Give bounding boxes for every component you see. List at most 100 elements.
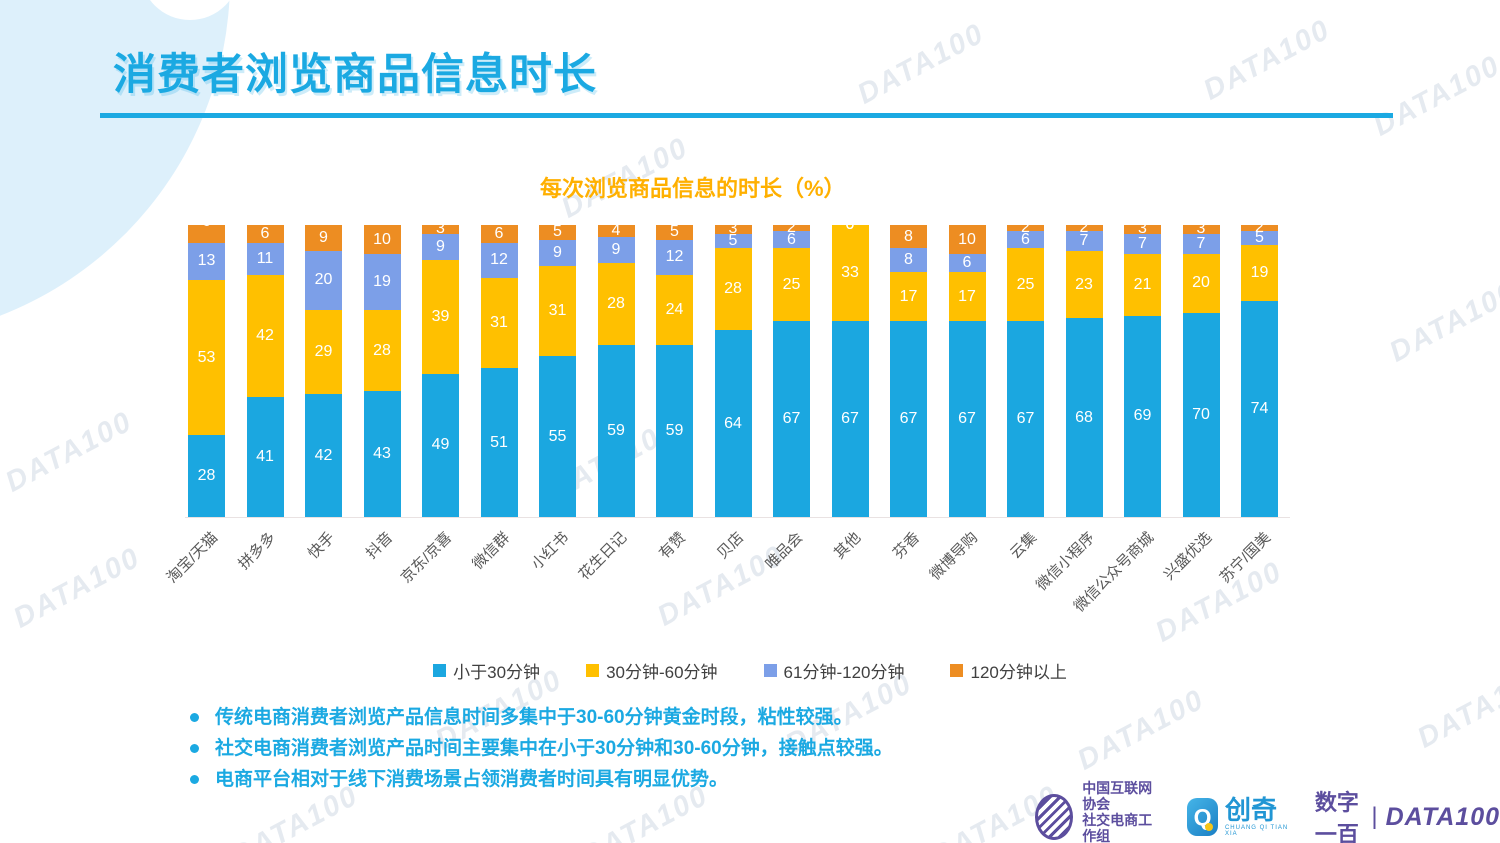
bar-segment: 39 (422, 260, 459, 374)
bar-segment: 49 (422, 373, 459, 517)
bar-segment: 8 (890, 225, 927, 249)
bar-segment: 3 (1124, 222, 1161, 237)
x-axis-line (185, 517, 1290, 518)
isc-logo-text: 中国互联网协会 社交电商工作组 Internet Society of Chin… (1082, 780, 1161, 843)
bullet-text: 传统电商消费者浏览产品信息时间多集中于30-60分钟黄金时段，粘性较强。 (215, 707, 853, 728)
bar-value-label: 12 (665, 248, 684, 266)
chuangqi-logo-icon: Q (1187, 798, 1218, 837)
bar-segment: 2 (1007, 222, 1044, 235)
bar-value-label: 17 (899, 287, 918, 305)
watermark: DATA100 (1198, 13, 1336, 107)
bar-value-label: 23 (1075, 275, 1093, 293)
bar-segment: 6 (480, 225, 518, 243)
watermark: DATA100 (1368, 49, 1500, 143)
bar-value-label: 67 (841, 410, 859, 428)
bar-segment: 5 (1241, 229, 1278, 247)
bar-value-label: 3 (436, 222, 445, 238)
bar-segment: 9 (422, 233, 459, 261)
chuangqi-logo-text: 创奇 CHUANG QI TIAN XIA (1225, 797, 1289, 837)
bar-value-label: 28 (724, 280, 742, 298)
bullet-item: 传统电商消费者浏览产品信息时间多集中于30-60分钟黄金时段，粘性较强。 (190, 706, 893, 730)
bar-segment: 7 (1182, 233, 1220, 255)
bar-value-label: 2 (787, 222, 796, 236)
bar-value-label: 5 (670, 223, 679, 241)
bar-value-label: 17 (958, 287, 976, 305)
bar-value-label: 5 (728, 232, 738, 250)
bar-value-label: 42 (256, 326, 274, 344)
bar-value-label: 67 (1016, 410, 1035, 428)
bar-segment: 6 (948, 254, 986, 272)
legend-item: 30分钟-60分钟 (586, 658, 718, 683)
chuangqi-name: 创奇 (1224, 795, 1277, 826)
bar-value-label: 7 (1138, 234, 1147, 252)
bar-segment: 13 (188, 242, 225, 281)
bar-segment: 12 (656, 239, 693, 275)
legend-swatch-icon (586, 664, 600, 677)
legend-item: 61分钟-120分钟 (763, 658, 905, 683)
isc-logo: 中国互联网协会 社交电商工作组 Internet Society of Chin… (1035, 780, 1161, 843)
legend-swatch-icon (950, 664, 964, 677)
bar-segment: 17 (890, 271, 927, 322)
bullet-dot-icon (190, 743, 199, 753)
bar-segment: 69 (1124, 315, 1161, 517)
bar-value-label: 49 (431, 436, 450, 454)
legend-label: 61分钟-120分钟 (783, 663, 905, 682)
chuangqi-tagline: CHUANG QI TIAN XIA (1224, 825, 1289, 838)
watermark: DATA100 (852, 17, 990, 111)
bar-value-label: 25 (1016, 275, 1035, 293)
data100-logo: 数字一百 | DATA100 (1315, 785, 1500, 843)
bar-value-label: 10 (373, 230, 391, 248)
watermark: DATA100 (1072, 683, 1210, 777)
bar-segment: 4 (597, 222, 635, 239)
bar-value-label: 9 (611, 240, 621, 258)
bar-segment: 20 (1182, 254, 1220, 313)
bullet-item: 电商平台相对于线下消费场景占领消费者时间具有明显优势。 (190, 768, 893, 792)
bar-value-label: 25 (782, 275, 801, 293)
bar-value-label: 11 (256, 249, 274, 267)
legend-swatch-icon (433, 664, 447, 677)
bar-segment: 67 (773, 321, 810, 517)
bar-segment: 28 (188, 435, 225, 517)
bullet-text: 社交电商消费者浏览产品时间主要集中在小于30分钟和30-60分钟，接触点较强。 (215, 737, 893, 759)
isc-line1: 中国互联网协会 (1082, 780, 1153, 813)
bar-value-label: 9 (553, 243, 562, 261)
bar-value-label: 4 (611, 222, 621, 239)
bar-segment: 43 (363, 391, 401, 517)
bar-value-label: 6 (1021, 230, 1030, 248)
bar-segment: 9 (597, 236, 635, 263)
legend-swatch-icon (763, 664, 777, 677)
bar-segment: 17 (948, 271, 986, 322)
bar-segment: 12 (480, 242, 518, 278)
bar-value-label: 20 (1192, 274, 1210, 292)
isc-logo-icon (1035, 794, 1074, 841)
bar-value-label: 3 (1196, 222, 1206, 238)
bar-segment: 3 (1182, 222, 1220, 238)
bar-value-label: 7 (1196, 234, 1206, 252)
bar-segment: 19 (363, 254, 401, 310)
bar-value-label: 51 (490, 433, 508, 451)
legend-item: 小于30分钟 (433, 658, 540, 683)
bar-segment: 51 (480, 368, 518, 517)
page-title: 消费者浏览商品信息时长 (113, 51, 597, 99)
bar-segment: 28 (714, 248, 752, 331)
bar-segment: 23 (1065, 251, 1103, 319)
bar-segment: 67 (890, 321, 927, 517)
bar-value-label: 5 (1255, 229, 1264, 247)
bar-segment: 6 (1007, 230, 1044, 249)
bar-segment: 67 (948, 321, 986, 517)
bar-segment: 3 (422, 222, 459, 238)
bar-segment: 42 (305, 394, 342, 517)
bar-segment: 67 (831, 321, 869, 517)
bar-value-label: 69 (1133, 407, 1152, 425)
bar-value-label: 9 (319, 229, 328, 247)
legend-label: 120分钟以上 (970, 663, 1067, 682)
bar-value-label: 2 (1021, 222, 1030, 236)
bar-segment: 64 (714, 330, 752, 517)
bar-value-label: 8 (904, 251, 913, 269)
bar-value-label: 31 (548, 302, 567, 320)
bullet-list: 传统电商消费者浏览产品信息时间多集中于30-60分钟黄金时段，粘性较强。 社交电… (190, 706, 893, 798)
bar-value-label: 19 (373, 272, 391, 290)
bar-value-label: 0 (845, 222, 855, 233)
watermark: DATA100 (1384, 275, 1500, 369)
